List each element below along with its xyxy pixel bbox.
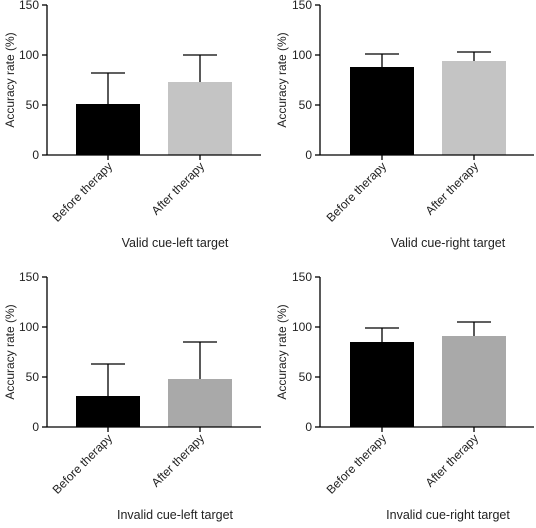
x-axis-title: Valid cue-right target xyxy=(391,236,506,250)
chart-panel-1: 0 50 100 150 Before therapy After therapy Accu… xyxy=(3,0,261,250)
y-tick-label: 50 xyxy=(299,98,313,112)
bar-after-therapy xyxy=(168,82,232,155)
x-category-label: After therapy xyxy=(423,431,481,489)
chart-panel-3: 0 50 100 150 Before therapy After therapy Accu… xyxy=(3,270,261,522)
bar-before-therapy xyxy=(350,342,414,427)
y-tick-label: 150 xyxy=(292,0,312,12)
x-category-label: Before therapy xyxy=(50,431,116,497)
y-tick-label: 100 xyxy=(19,48,39,62)
y-tick-label: 100 xyxy=(19,320,39,334)
y-tick-label: 0 xyxy=(32,148,39,162)
y-tick-label: 150 xyxy=(19,0,39,12)
x-axis-title: Valid cue-left target xyxy=(122,236,229,250)
x-category-label: After therapy xyxy=(423,159,481,217)
bar-before-therapy xyxy=(76,104,140,155)
y-tick-label: 150 xyxy=(19,270,39,284)
y-tick-label: 50 xyxy=(26,98,40,112)
x-category-label: After therapy xyxy=(149,159,207,217)
x-category-label: After therapy xyxy=(149,431,207,489)
chart-panel-4: 0 50 100 150 Before therapy After therapy Accu… xyxy=(275,270,534,522)
y-tick-label: 150 xyxy=(292,270,312,284)
y-tick-label: 100 xyxy=(292,48,312,62)
y-axis-label: Accuracy rate (%) xyxy=(3,304,17,399)
bar-before-therapy xyxy=(350,67,414,155)
x-category-label: Before therapy xyxy=(50,159,116,225)
y-tick-label: 0 xyxy=(305,148,312,162)
bar-after-therapy xyxy=(442,336,506,427)
y-tick-label: 0 xyxy=(305,420,312,434)
x-axis-title: Invalid cue-left target xyxy=(117,508,234,522)
x-category-label: Before therapy xyxy=(324,431,390,497)
x-category-label: Before therapy xyxy=(324,159,390,225)
y-tick-label: 50 xyxy=(26,370,40,384)
y-tick-label: 0 xyxy=(32,420,39,434)
y-axis-label: Accuracy rate (%) xyxy=(275,32,289,127)
y-tick-label: 50 xyxy=(299,370,313,384)
bar-after-therapy xyxy=(442,61,506,155)
x-axis-title: Invalid cue-right target xyxy=(386,508,510,522)
y-axis-label: Accuracy rate (%) xyxy=(3,32,17,127)
bar-after-therapy xyxy=(168,379,232,427)
y-axis-label: Accuracy rate (%) xyxy=(275,304,289,399)
chart-panel-2: 0 50 100 150 Before therapy After therapy Accu… xyxy=(275,0,534,250)
bar-before-therapy xyxy=(76,396,140,427)
y-tick-label: 100 xyxy=(292,320,312,334)
